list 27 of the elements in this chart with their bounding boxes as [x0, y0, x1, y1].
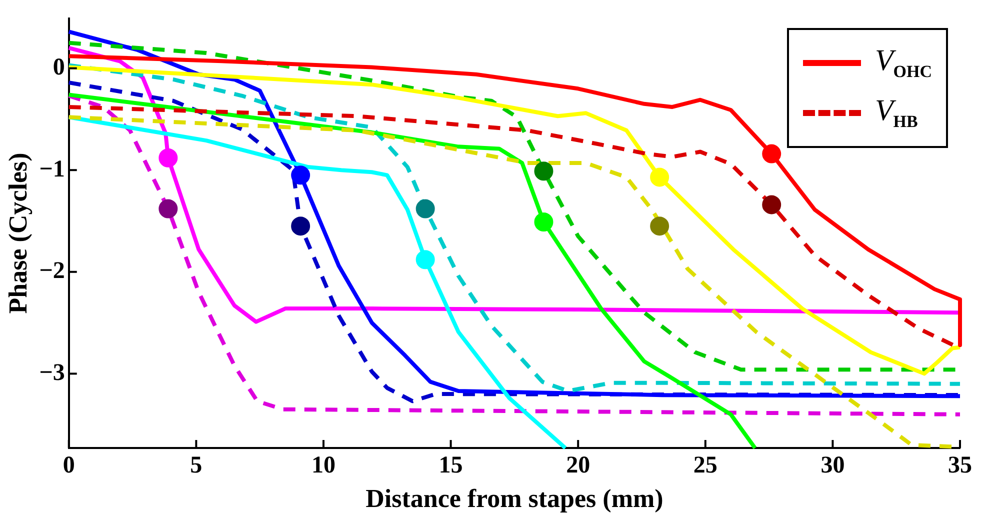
y-tick-label: 0 — [52, 54, 65, 80]
point — [158, 199, 178, 218]
point — [650, 216, 670, 236]
x-axis-title: Distance from stapes (mm) — [366, 484, 664, 514]
x-tick-label: 15 — [438, 452, 463, 479]
point — [291, 166, 310, 185]
x-tick-label: 5 — [190, 452, 202, 479]
legend-label: V$_{HB}$ — [874, 94, 918, 132]
point — [762, 144, 782, 164]
x-tick-label: 30 — [820, 452, 845, 479]
legend-label: V$_{OHC}$ — [874, 44, 932, 82]
point — [762, 195, 782, 214]
point — [650, 168, 670, 187]
point — [291, 216, 310, 236]
point — [534, 212, 554, 232]
point — [534, 162, 554, 181]
y-tick-label: −2 — [39, 258, 65, 284]
y-tick-label: −3 — [39, 360, 65, 386]
x-tick-label: 10 — [311, 452, 336, 479]
point — [158, 148, 178, 168]
x-tick-label: 35 — [948, 452, 972, 479]
x-tick-label: 25 — [693, 452, 718, 479]
point — [416, 250, 435, 270]
y-axis-title: Phase (Cycles) — [3, 152, 32, 314]
point — [416, 199, 435, 218]
x-tick-label: 20 — [566, 452, 590, 479]
y-tick-label: −1 — [39, 156, 65, 182]
